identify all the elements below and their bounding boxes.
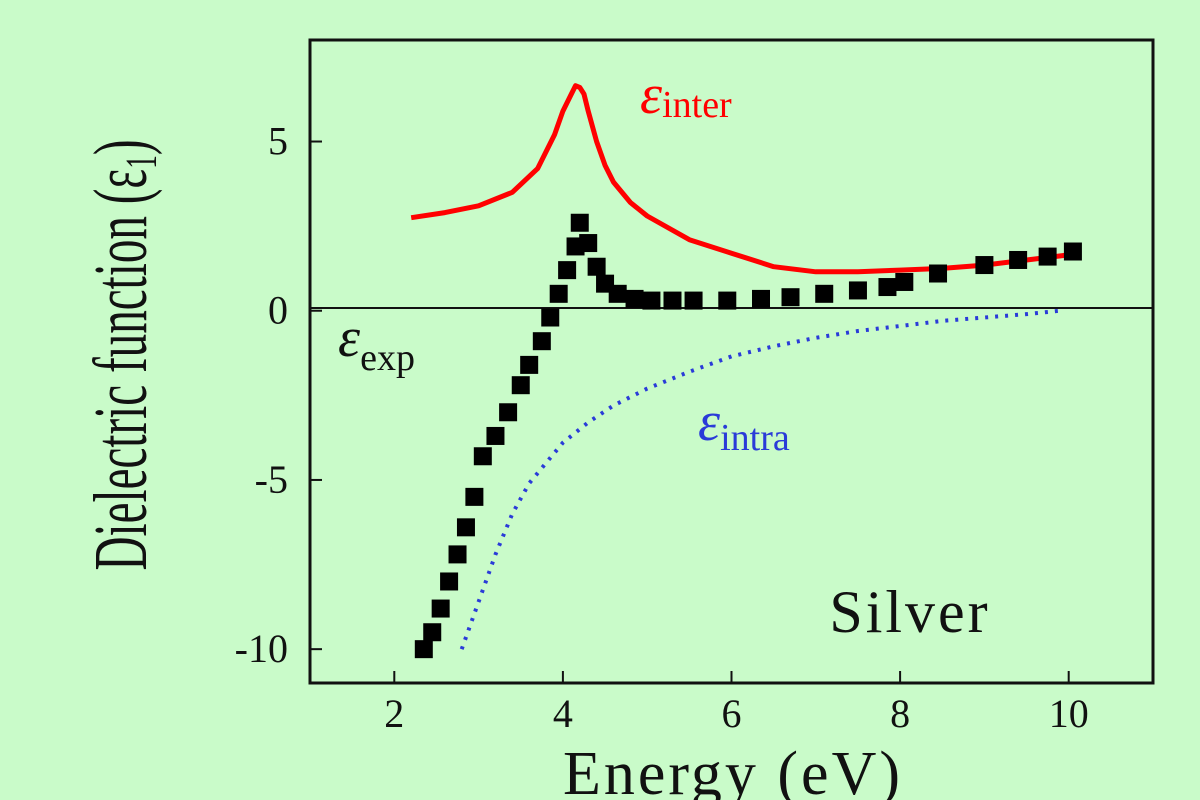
exp-data-point	[895, 272, 914, 291]
exp-data-point	[431, 599, 450, 618]
exp-data-point	[532, 332, 551, 351]
exp-data-point	[625, 289, 644, 308]
series-inter-line	[410, 83, 1069, 275]
exp-data-point	[570, 213, 589, 232]
exp-data-point	[440, 572, 459, 591]
exp-data-point	[558, 261, 577, 280]
exp-data-point	[684, 291, 703, 310]
series-label-exp-symbol: ε	[338, 307, 361, 369]
svg-text:Dielectric function (ε1): Dielectric function (ε1)	[78, 139, 166, 570]
series-label-exp: εexp	[338, 307, 415, 379]
x-tick-label: 10	[1049, 691, 1089, 736]
y-tick-label: 0	[268, 288, 288, 333]
exp-data-point	[520, 355, 539, 374]
exp-data-point	[414, 640, 433, 659]
series-label-intra: εintra	[698, 391, 790, 459]
exp-data-point	[1009, 250, 1028, 269]
x-tick-label: 2	[384, 691, 404, 736]
series-label-inter: εinter	[640, 64, 732, 126]
exp-data-point	[975, 256, 994, 275]
x-tick-label: 4	[553, 691, 573, 736]
y-tick-label: 5	[268, 119, 288, 164]
series-label-intra-subscript: intra	[720, 417, 790, 459]
exp-data-point	[587, 257, 606, 276]
exp-data-point	[473, 447, 492, 466]
y-axis-ticks: 5 0 -5 -10	[235, 119, 322, 671]
series-exp-markers	[414, 213, 1082, 659]
exp-data-point	[781, 288, 800, 307]
y-axis-title: Dielectric function (ε1)	[78, 139, 166, 570]
x-tick-label: 8	[890, 691, 910, 736]
y-axis-title-text: Dielectric function (ε	[78, 169, 162, 571]
y-tick-label: -5	[255, 457, 288, 502]
y-axis-title-subscript: 1	[116, 155, 165, 169]
exp-data-point	[465, 487, 484, 506]
series-label-exp-subscript: exp	[360, 337, 415, 379]
exp-data-point	[663, 291, 682, 310]
series-layer	[410, 83, 1082, 659]
x-tick-label: 6	[722, 691, 742, 736]
exp-data-point	[608, 284, 627, 303]
exp-data-point	[1038, 247, 1057, 266]
y-axis-title-close: )	[78, 139, 162, 155]
exp-data-point	[752, 289, 771, 308]
exp-data-point	[1063, 242, 1082, 261]
exp-data-point	[423, 623, 442, 642]
exp-data-point	[456, 518, 475, 537]
exp-data-point	[579, 234, 598, 253]
exp-data-point	[848, 281, 867, 300]
exp-data-point	[718, 291, 737, 310]
exp-data-point	[541, 308, 560, 327]
exp-data-point	[642, 291, 661, 310]
exp-data-point	[929, 264, 948, 283]
exp-data-point	[878, 278, 897, 297]
material-label: Silver	[829, 579, 990, 645]
series-label-inter-subscript: inter	[662, 84, 732, 126]
x-axis-title: Energy (eV)	[563, 740, 903, 800]
exp-data-point	[511, 376, 530, 395]
exp-data-point	[486, 426, 505, 445]
exp-data-point	[499, 403, 518, 422]
y-tick-label: -10	[235, 626, 288, 671]
x-axis-ticks: 2 4 6 8 10	[384, 671, 1089, 736]
exp-data-point	[815, 284, 834, 303]
series-label-intra-symbol: ε	[698, 391, 721, 453]
exp-data-point	[448, 545, 467, 564]
plot-frame	[308, 38, 1155, 685]
exp-data-point	[549, 284, 568, 303]
series-intra-line	[459, 308, 1061, 650]
series-label-inter-symbol: ε	[640, 64, 663, 126]
